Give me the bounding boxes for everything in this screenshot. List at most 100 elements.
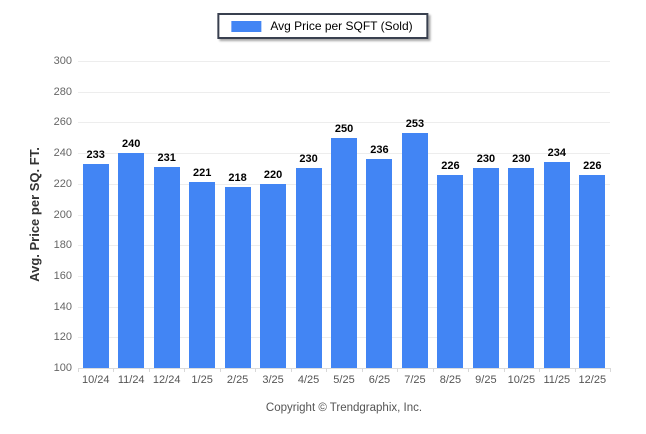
- x-axis-tick: [326, 368, 328, 372]
- bar-group: 233: [78, 61, 113, 368]
- y-axis-tick-labels: 100 120 140 160 180 200 220 240 260 280 300: [34, 55, 72, 374]
- x-axis-tick: [255, 368, 257, 372]
- bar: [437, 174, 464, 368]
- x-axis-tick: [468, 368, 470, 372]
- x-axis-tick: [78, 368, 79, 372]
- x-axis-tick-label: 11/24: [117, 374, 145, 386]
- bar: [543, 162, 570, 368]
- bar-value-label: 221: [192, 167, 212, 180]
- bar-value-label: 218: [228, 171, 247, 184]
- bar-group: 230: [504, 61, 539, 368]
- bar-group: 230: [468, 61, 503, 368]
- gridline: [78, 122, 610, 124]
- x-axis-tick: [113, 368, 115, 372]
- bar-group: 226: [433, 61, 468, 368]
- bar-group: 220: [255, 61, 290, 368]
- bar-group: 240: [113, 61, 148, 368]
- copyright-text: Copyright © Trendgraphix, Inc.: [265, 402, 423, 414]
- bar: [189, 182, 216, 368]
- bar-group: 226: [575, 61, 610, 368]
- y-axis-tick-label: 280: [53, 85, 72, 98]
- bar-group: 230: [291, 61, 326, 368]
- bar-group: 221: [184, 61, 219, 368]
- bar-value-label: 231: [157, 151, 176, 164]
- y-axis-tick-label: 200: [53, 208, 72, 221]
- x-axis-tick-label: 12/25: [578, 374, 607, 386]
- x-axis-tick-label: 5/25: [333, 374, 355, 386]
- x-axis-tick-label: 2/25: [226, 374, 249, 386]
- bar-group: 231: [149, 61, 184, 368]
- x-axis-tick-label: 10/24: [81, 374, 110, 386]
- bar: [153, 166, 180, 368]
- x-axis-tick: [539, 368, 541, 372]
- bar: [366, 159, 393, 368]
- bar: [331, 137, 358, 368]
- x-axis-tick-label: 6/25: [368, 374, 391, 386]
- y-axis-tick-label: 300: [53, 55, 72, 67]
- legend: Avg Price per SQFT (Sold): [217, 13, 429, 39]
- x-axis-tick: [290, 368, 292, 372]
- legend-swatch-icon: [231, 20, 262, 32]
- bar-value-label: 233: [86, 148, 105, 161]
- y-axis-tick-label: 240: [53, 147, 72, 160]
- bar-value-label: 240: [122, 138, 141, 151]
- x-axis-tick: [432, 368, 434, 372]
- x-axis-tick-label: 8/25: [439, 374, 462, 386]
- gridline: [78, 91, 610, 93]
- x-axis-tick-label: 11/25: [543, 374, 571, 386]
- x-axis-tick: [574, 368, 576, 372]
- bar-value-label: 226: [583, 159, 602, 172]
- bar: [224, 186, 251, 368]
- bar-value-label: 230: [299, 153, 318, 166]
- y-axis-tick-label: 180: [53, 239, 72, 252]
- x-axis-tick-label: 4/25: [297, 374, 320, 386]
- x-axis-tick-label: 9/25: [475, 374, 497, 386]
- legend-label: Avg Price per SQFT (Sold): [270, 19, 413, 33]
- x-axis-tick-label: 12/24: [152, 374, 181, 386]
- x-axis-tick-label: 7/25: [404, 374, 426, 386]
- gridline: [78, 61, 610, 62]
- x-axis-tick: [503, 368, 505, 372]
- bar-group: 250: [326, 61, 361, 368]
- x-axis-tick-label: 1/25: [191, 374, 213, 386]
- bar-group: 236: [362, 61, 397, 368]
- y-axis-tick-label: 120: [53, 331, 72, 344]
- bar-value-label: 226: [441, 159, 460, 172]
- y-axis-tick-label: 220: [53, 177, 72, 190]
- y-axis-tick-label: 140: [53, 300, 72, 313]
- x-axis-ticks: [78, 368, 611, 373]
- bar-series: 233 240 231 221 218 220 230 250 236 253 226 230 230 2…: [78, 61, 610, 368]
- bar: [579, 174, 606, 368]
- bar-group: 234: [539, 61, 574, 368]
- x-axis-tick-labels: 10/24 11/24 12/24 1/25 2/25 3/25 4/25 5/25 6/25 7…: [78, 374, 610, 386]
- plot-area: 233 240 231 221 218 220 230 250 236 253 226 230 230 2…: [78, 61, 610, 369]
- x-axis-tick-label: 10/25: [507, 374, 536, 386]
- y-axis-tick-label: 160: [53, 269, 72, 282]
- bar-value-label: 253: [405, 118, 425, 131]
- bar: [472, 168, 499, 368]
- gridline: [78, 368, 610, 369]
- bar: [260, 183, 287, 368]
- bar: [118, 153, 145, 368]
- bar-value-label: 230: [476, 153, 496, 166]
- x-axis-tick: [610, 368, 611, 372]
- bar-group: 218: [220, 61, 255, 368]
- x-axis-tick-label: 3/25: [262, 374, 284, 386]
- bar: [401, 133, 428, 368]
- bar-value-label: 230: [512, 153, 531, 166]
- y-axis-tick-label: 260: [53, 116, 72, 129]
- x-axis-tick: [148, 368, 150, 372]
- x-axis-tick: [184, 368, 186, 372]
- bar: [295, 168, 322, 368]
- bar-value-label: 220: [263, 168, 283, 181]
- bar: [508, 168, 535, 368]
- x-axis-tick: [361, 368, 363, 372]
- bar-value-label: 236: [370, 144, 389, 157]
- x-axis-tick: [397, 368, 399, 372]
- y-axis-tick-label: 100: [53, 362, 72, 374]
- bar-value-label: 250: [334, 122, 354, 135]
- bar: [82, 163, 109, 368]
- bar-group: 253: [397, 61, 432, 368]
- x-axis-tick: [219, 368, 221, 372]
